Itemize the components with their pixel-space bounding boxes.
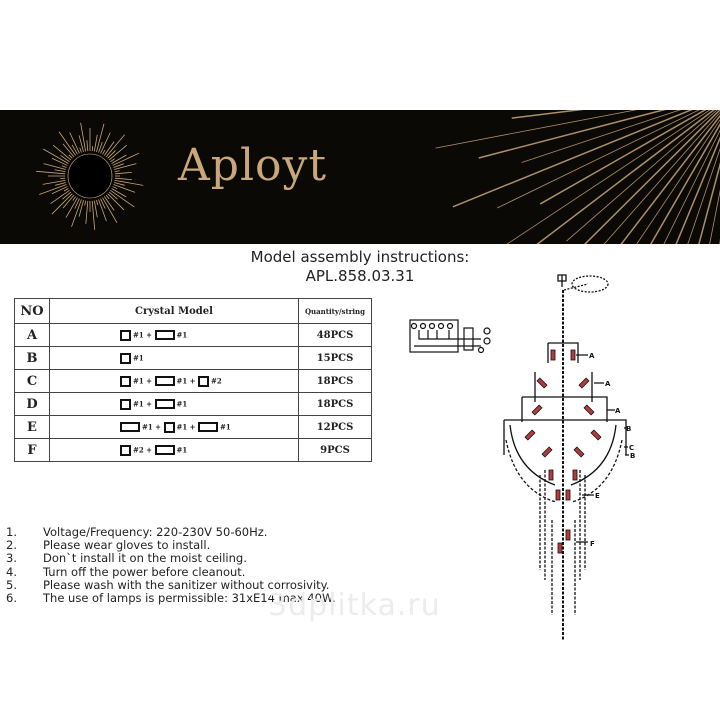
plus-sign: + [143,376,155,385]
crystal-square-icon [120,398,131,410]
plus-sign: + [143,330,155,339]
label-a3: A [615,407,621,415]
table-row: A #1 + #1 48PCS [14,323,372,347]
chandelier-drawing [503,274,629,640]
label-b1: B [626,425,631,433]
crystal-table: NO Crystal Model Quantity/string A #1 + #… [14,298,372,462]
title-text: Model assembly instructions: [250,248,470,266]
note-number: 6. [6,591,17,606]
crystal-square-icon [120,329,131,341]
header-model: Crystal Model [49,298,299,324]
note-item: 6. The use of lamps is permissible: 31xE1… [6,591,336,606]
crystal-rect-icon [154,445,175,455]
crystal-count: #2 [211,376,222,385]
crystal-rect-icon [198,422,218,432]
row-qty: 18PCS [298,369,372,393]
crystal-count: #1 [176,422,188,431]
note-text: The use of lamps is permissible: 31xE14 … [43,591,336,606]
note-item: 2. Please wear gloves to install. [6,539,336,552]
label-a1: A [589,352,595,360]
crystal-count: #1 [142,422,153,431]
note-number: 4. [6,564,17,579]
table-row: F #2 + #1 9PCS [14,438,372,462]
crystal-count: #1 [176,399,188,408]
note-number: 3. [6,551,17,566]
crystal-rect-icon [154,330,175,340]
plus-sign: + [187,422,198,431]
crystal-rect-icon [154,376,175,386]
crystal-square-icon [163,421,175,433]
row-no: F [14,438,50,462]
crystal-rect-icon [120,422,140,432]
label-a2: A [605,380,611,388]
model-number: APL.858.03.31 [305,267,415,285]
note-item: 5. Please wash with the sanitizer without… [6,577,336,592]
crystal-count: #1 [133,376,144,385]
notes-list: 1. Voltage/Frequency: 220-230V 50-60Hz. 2.… [6,525,336,606]
crystal-count: #2 [133,445,144,454]
note-number: 1. [6,525,17,539]
page-title: Model assembly instructions: APL.858.03.… [240,248,480,286]
table-row: C #1 + #1 + #2 18PCS [14,369,372,393]
crystal-count: #1 [133,353,144,362]
note-item: 3. Don`t install it on the moist ceiling. [6,552,336,565]
table-row: B #1 15PCS [14,346,372,370]
plus-sign: + [187,376,198,385]
row-no: A [14,323,50,347]
crystal-count: #1 [176,445,188,454]
row-model: #2 + #1 [49,438,299,462]
note-number: 2. [6,538,17,553]
note-text: Don`t install it on the moist ceiling. [43,551,247,566]
sunburst-graphic [36,110,720,244]
brand-banner: Aployt [0,110,720,244]
plus-sign: + [143,399,155,408]
note-text: Please wear gloves to install. [43,538,211,553]
crystal-square-icon [120,375,131,387]
crystal-count: #1 [176,330,188,339]
note-text: Voltage/Frequency: 220-230V 50-60Hz. [43,525,268,539]
note-text: Please wash with the sanitizer without c… [43,577,330,592]
crystal-count: #1 [176,376,188,385]
bulbs [524,349,602,554]
crystal-square-icon [120,444,131,456]
label-e: E [595,492,600,500]
note-item: 1. Voltage/Frequency: 220-230V 50-60Hz. [6,525,336,539]
label-f: F [590,540,595,548]
row-qty: 15PCS [298,346,372,370]
watermark: 3dplitka.ru [268,588,441,623]
label-b2: B [630,452,635,460]
note-item: 4. Turn off the power before cleanout. [6,564,336,579]
label-c: C [629,444,634,452]
brand-logo: Aployt [178,140,328,191]
crystal-count: #1 [220,422,231,431]
row-model: #1 + #1 + #1 [49,415,299,439]
plus-sign: + [152,422,164,431]
table-row: E #1 + #1 + #1 12PCS [14,415,372,439]
row-model: #1 [49,346,299,370]
table-header: NO Crystal Model Quantity/string [14,298,372,324]
crystal-square-icon [198,375,209,387]
row-model: #1 + #1 [49,323,299,347]
crystal-count: #1 [133,330,144,339]
crystal-square-icon [120,352,131,364]
row-model: #1 + #1 [49,392,299,416]
note-number: 5. [6,577,17,592]
row-qty: 9PCS [298,438,372,462]
plus-sign: + [143,445,155,454]
note-text: Turn off the power before cleanout. [43,564,246,579]
crystal-rect-icon [154,399,175,409]
crystal-count: #1 [133,399,144,408]
row-no: B [14,346,50,370]
wiring-diagram-icon [409,319,491,354]
